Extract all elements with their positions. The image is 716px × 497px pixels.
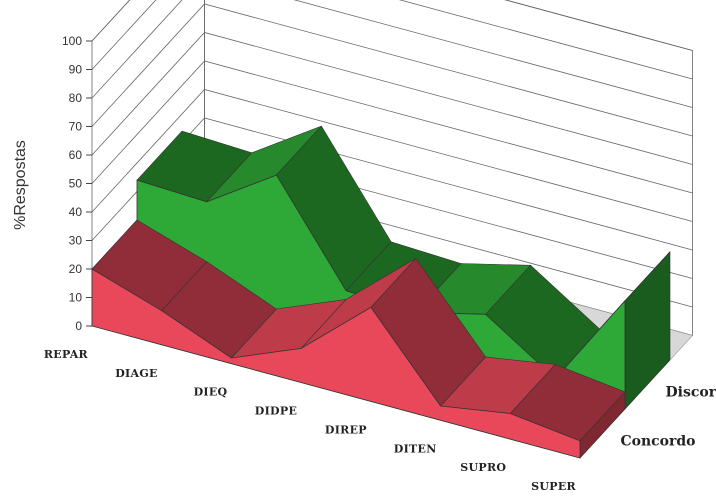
series-label: Concordo [621,434,696,450]
y-tick-label: 40 [69,205,83,219]
gridline [92,0,693,51]
gridline [92,4,693,136]
y-tick-label: 0 [75,319,82,333]
y-tick-label: 70 [69,120,83,134]
category-label: SUPER [531,480,576,493]
gridline [92,0,693,79]
category-label: DIDPE [255,405,297,418]
y-tick-label: 90 [69,63,83,77]
y-tick-label: 80 [69,91,83,105]
category-label: DIREP [325,423,367,436]
y-tick-label: 100 [62,34,82,48]
y-axis: 0 10 20 30 40 50 60 70 80 90 100 [62,34,92,333]
gridline [92,0,693,108]
y-tick-label: 20 [69,262,83,276]
y-axis-title: %Respostas [12,140,29,230]
category-label: REPAR [44,348,89,361]
y-tick-label: 50 [69,177,83,191]
category-label: DIAGE [115,367,158,380]
series-label: Discordo [666,385,716,401]
end-cap [625,252,670,409]
series-group [92,126,670,458]
y-tick-label: 10 [69,291,83,305]
category-label: DITEN [394,442,437,455]
y-tick-label: 60 [69,148,83,162]
category-label: DIEQ [194,386,228,399]
y-tick-label: 30 [69,234,83,248]
category-label: SUPRO [460,461,506,474]
